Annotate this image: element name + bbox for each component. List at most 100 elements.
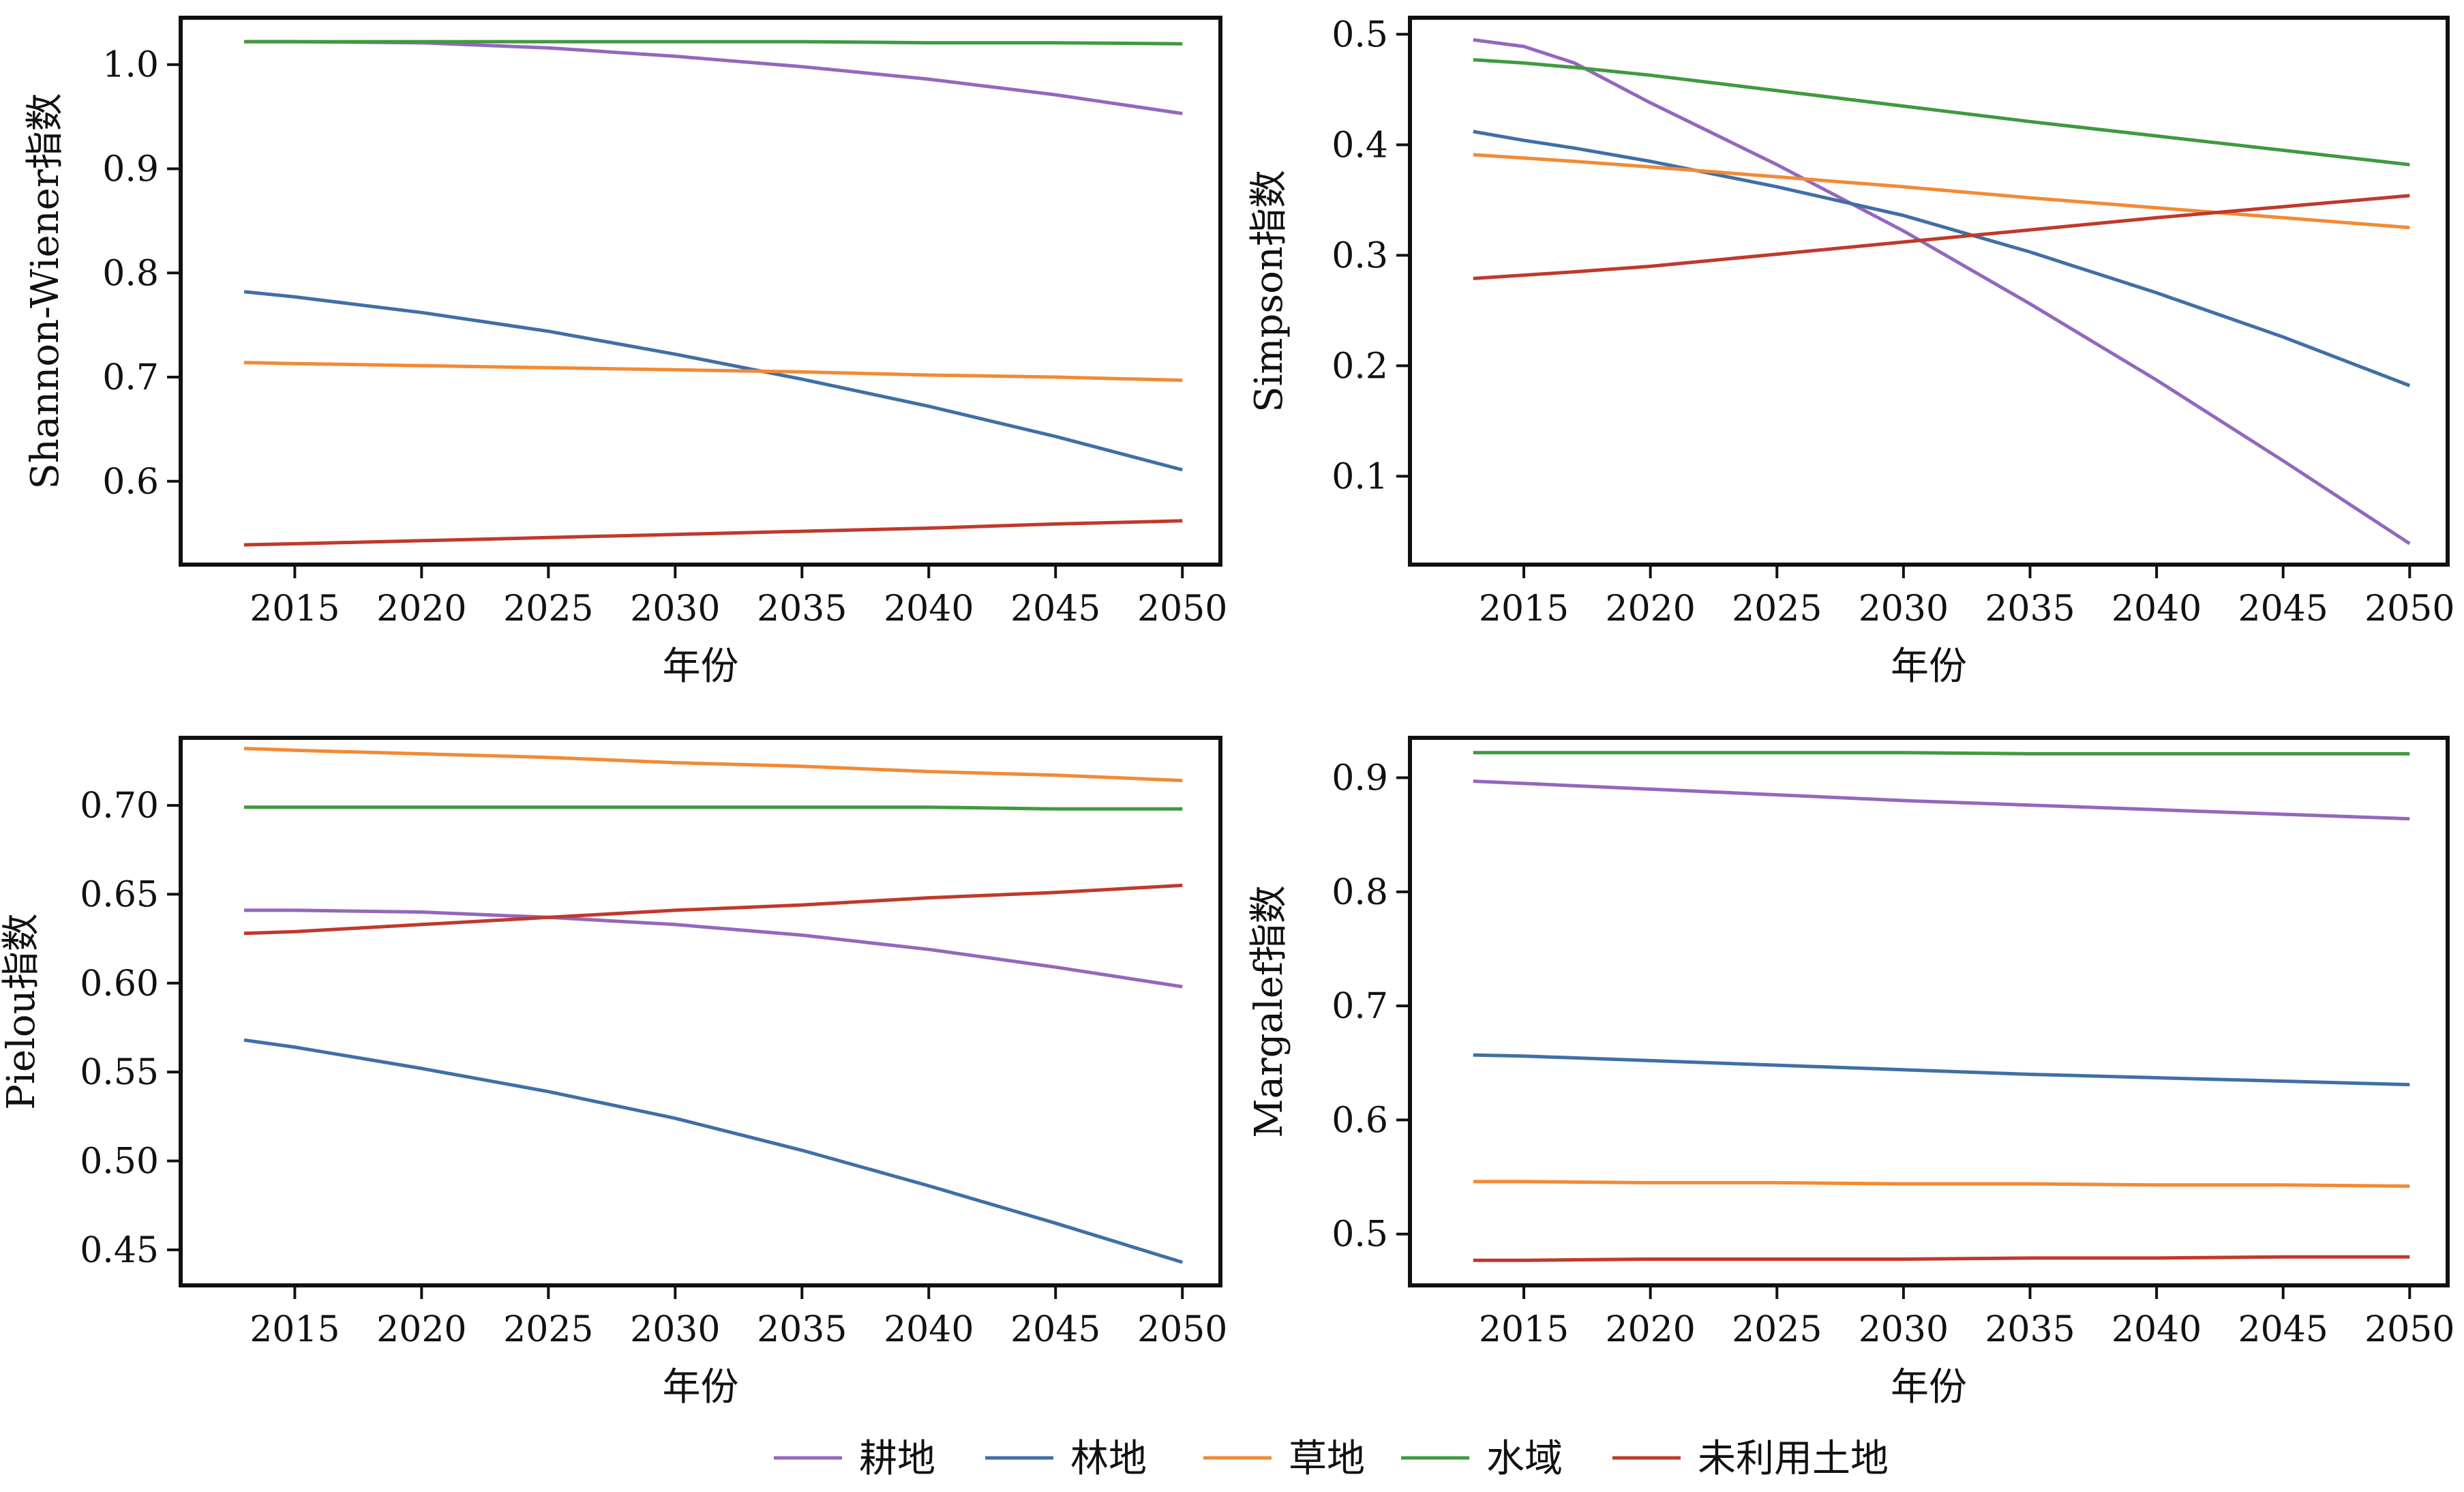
legend-label: 水域 — [1486, 1437, 1563, 1481]
x-tick-label: 2040 — [884, 588, 974, 629]
series-line-margalef-1 — [1473, 1053, 2410, 1087]
x-tick-label: 2025 — [503, 1309, 593, 1350]
x-tick-label: 2025 — [1732, 588, 1822, 629]
legend-label: 林地 — [1070, 1437, 1147, 1481]
series-line-simpson-1 — [1473, 130, 2411, 387]
series-line-margalef-3 — [1473, 751, 2410, 756]
x-tick-label: 2040 — [2112, 1309, 2202, 1350]
series-line-shannon-3 — [244, 40, 1183, 46]
x-axis-label: 年份 — [663, 644, 739, 689]
series-line-margalef-4 — [1473, 1255, 2410, 1262]
panel-simpson: 2015 2020 2025 2030 2035 2040 2045 2050 0.1 0.2 0.… — [1247, 14, 2454, 689]
x-tick-label: 2040 — [2112, 588, 2202, 629]
x-tick-label: 2015 — [250, 1309, 340, 1350]
y-tick-label: 0.3 — [1332, 235, 1388, 276]
y-axis-label: Simpson指数 — [1247, 170, 1291, 413]
legend-label: 未利用土地 — [1698, 1437, 1889, 1481]
plot-frame-pielou — [179, 736, 1222, 1287]
x-tick-label: 2020 — [376, 1309, 466, 1350]
y-tick-label: 0.2 — [1332, 346, 1388, 387]
series-line-pielou-2 — [243, 747, 1183, 783]
series-line-simpson-0 — [1473, 38, 2411, 546]
x-tick-label: 2035 — [757, 588, 847, 629]
x-tick-label: 2045 — [1010, 1309, 1100, 1350]
x-axis-label: 年份 — [1891, 644, 1967, 689]
y-tick-label: 0.8 — [1332, 872, 1388, 913]
series-line-margalef-0 — [1473, 779, 2410, 821]
y-axis-label: Shannon-Wiener指数 — [23, 93, 67, 489]
panel-margalef: 2015 2020 2025 2030 2035 2040 2045 2050 0.5 0.6 0.… — [1247, 736, 2454, 1409]
y-tick-label: 1.0 — [102, 45, 159, 86]
x-axis-label: 年份 — [1891, 1365, 1967, 1409]
x-tick-label: 2035 — [757, 1309, 847, 1350]
y-tick-label: 0.9 — [102, 149, 159, 190]
x-tick-label: 2045 — [1010, 588, 1100, 629]
y-tick-label: 0.5 — [1332, 1214, 1388, 1255]
y-tick-label: 0.5 — [1332, 14, 1388, 55]
series-line-margalef-2 — [1473, 1180, 2410, 1188]
series-line-shannon-1 — [243, 290, 1183, 472]
x-tick-label: 2050 — [1137, 588, 1227, 629]
series-line-pielou-0 — [244, 908, 1183, 989]
x-tick-label: 2015 — [1479, 1309, 1569, 1350]
legend-label: 草地 — [1289, 1437, 1365, 1481]
x-tick-label: 2020 — [376, 588, 466, 629]
x-tick-label: 2020 — [1605, 1309, 1695, 1350]
series-line-simpson-2 — [1473, 153, 2410, 230]
x-tick-label: 2040 — [884, 1309, 974, 1350]
y-tick-label: 0.45 — [80, 1230, 159, 1271]
legend-item: 水域 — [1401, 1437, 1563, 1481]
panel-shannon: 2015 2020 2025 2030 2035 2040 2045 2050 0.6 0.7 0.… — [23, 16, 1227, 689]
plot-frame-shannon — [179, 16, 1222, 567]
x-tick-label: 2025 — [503, 588, 593, 629]
x-tick-label: 2035 — [1985, 1309, 2075, 1350]
x-axis-label: 年份 — [663, 1365, 739, 1409]
legend-item: 林地 — [985, 1437, 1147, 1481]
x-tick-label: 2045 — [2238, 1309, 2328, 1350]
chart-legend: 耕地 林地 草地 水域 未利用土地 — [774, 1437, 1889, 1481]
y-tick-label: 0.9 — [1332, 758, 1388, 799]
y-tick-label: 0.1 — [1332, 456, 1388, 497]
x-tick-label: 2030 — [630, 588, 720, 629]
y-axis-label: Margalef指数 — [1247, 885, 1291, 1138]
y-tick-label: 0.4 — [1332, 125, 1388, 166]
x-tick-label: 2050 — [1137, 1309, 1227, 1350]
y-tick-label: 0.50 — [80, 1142, 159, 1182]
x-tick-label: 2030 — [1859, 1309, 1949, 1350]
legend-item: 草地 — [1203, 1437, 1365, 1481]
series-line-simpson-4 — [1473, 194, 2410, 280]
legend-label: 耕地 — [859, 1437, 935, 1481]
y-tick-label: 0.8 — [102, 253, 159, 294]
y-tick-label: 0.65 — [80, 874, 159, 915]
series-line-pielou-1 — [243, 1038, 1183, 1264]
y-tick-label: 0.6 — [102, 462, 159, 503]
x-tick-label: 2050 — [2364, 1309, 2454, 1350]
legend-item: 未利用土地 — [1612, 1437, 1889, 1481]
x-tick-label: 2050 — [2364, 588, 2454, 629]
x-tick-label: 2045 — [2238, 588, 2328, 629]
y-tick-label: 0.60 — [80, 964, 159, 1004]
y-tick-label: 0.55 — [80, 1052, 159, 1093]
x-tick-label: 2015 — [250, 588, 340, 629]
x-tick-label: 2015 — [1479, 588, 1569, 629]
series-line-shannon-4 — [243, 519, 1183, 547]
y-tick-label: 0.7 — [102, 357, 159, 398]
x-tick-label: 2035 — [1985, 588, 2075, 629]
x-tick-label: 2030 — [1859, 588, 1949, 629]
series-line-simpson-3 — [1473, 58, 2410, 166]
x-tick-label: 2025 — [1732, 1309, 1822, 1350]
series-line-pielou-4 — [243, 883, 1183, 936]
x-tick-label: 2020 — [1605, 588, 1695, 629]
y-axis-label: Pielou指数 — [0, 913, 44, 1109]
y-tick-label: 0.7 — [1332, 986, 1388, 1027]
x-tick-label: 2030 — [630, 1309, 720, 1350]
series-line-pielou-3 — [244, 805, 1183, 811]
plot-frame-margalef — [1408, 736, 2450, 1287]
y-tick-label: 0.6 — [1332, 1100, 1388, 1141]
y-tick-label: 0.70 — [80, 786, 159, 826]
series-line-shannon-0 — [244, 40, 1183, 115]
plot-frame-simpson — [1408, 16, 2450, 567]
panel-pielou: 2015 2020 2025 2030 2035 2040 2045 2050 0.45 0.50… — [0, 736, 1227, 1409]
legend-item: 耕地 — [774, 1437, 935, 1481]
